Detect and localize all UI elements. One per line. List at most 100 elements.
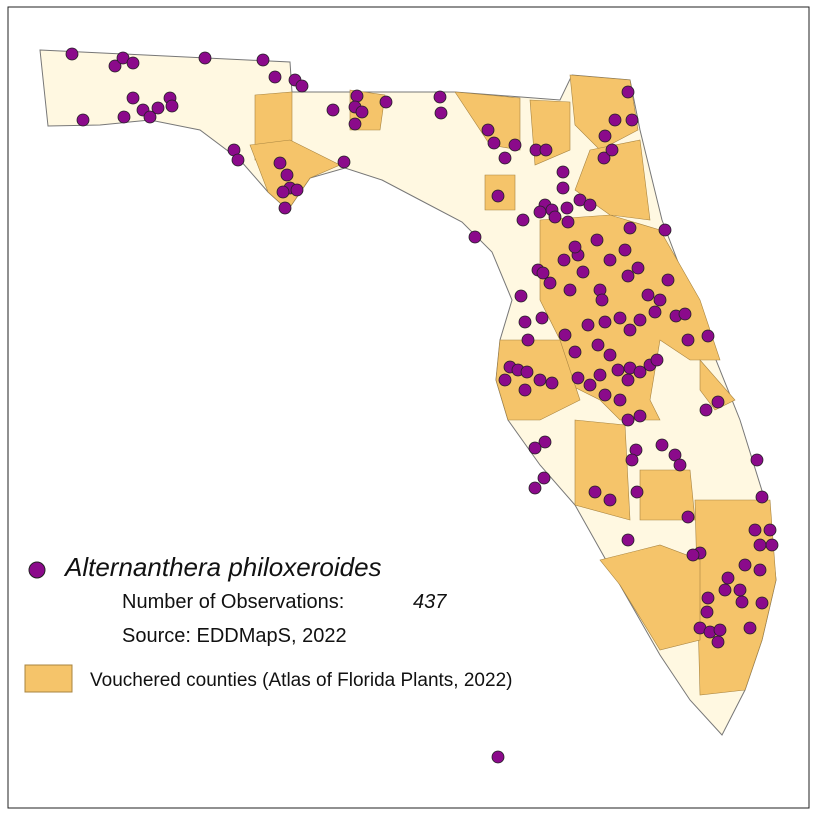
observation-point xyxy=(603,348,617,362)
observation-point xyxy=(568,345,582,359)
observation-point xyxy=(558,328,572,342)
observation-point xyxy=(581,318,595,332)
observation-point xyxy=(561,215,575,229)
legend-marker xyxy=(28,561,46,579)
observation-point xyxy=(653,293,667,307)
observation-point xyxy=(681,333,695,347)
observation-point xyxy=(521,333,535,347)
observation-point xyxy=(518,383,532,397)
observation-point xyxy=(280,168,294,182)
observation-point xyxy=(116,51,130,65)
observation-point xyxy=(573,193,587,207)
observation-point xyxy=(543,276,557,290)
vouchered-label: Vouchered counties (Atlas of Florida Pla… xyxy=(90,670,512,691)
observation-point xyxy=(536,266,550,280)
observation-point xyxy=(563,283,577,297)
observation-point xyxy=(755,596,769,610)
observation-point xyxy=(658,223,672,237)
observation-point xyxy=(735,595,749,609)
observation-point xyxy=(613,393,627,407)
observation-point xyxy=(560,201,574,215)
observation-point xyxy=(117,110,131,124)
observation-point xyxy=(621,373,635,387)
observation-point xyxy=(571,371,585,385)
observation-point xyxy=(753,563,767,577)
observation-point xyxy=(556,165,570,179)
observation-point xyxy=(434,106,448,120)
observation-point xyxy=(533,205,547,219)
source: Source: EDDMapS, 2022 xyxy=(122,625,347,647)
observation-point xyxy=(491,750,505,764)
observation-point xyxy=(557,253,571,267)
observation-point xyxy=(528,441,542,455)
observation-point xyxy=(468,230,482,244)
observation-point xyxy=(533,373,547,387)
observation-point xyxy=(686,548,700,562)
observation-point xyxy=(650,353,664,367)
observation-point xyxy=(350,89,364,103)
observation-point xyxy=(678,307,692,321)
observation-point xyxy=(595,293,609,307)
observation-point xyxy=(516,213,530,227)
observation-point xyxy=(625,453,639,467)
observation-point xyxy=(631,261,645,275)
observation-point xyxy=(198,51,212,65)
observation-point xyxy=(487,136,501,150)
observation-point xyxy=(621,413,635,427)
observation-point xyxy=(611,363,625,377)
observation-point xyxy=(598,315,612,329)
observation-point xyxy=(231,153,245,167)
observation-point xyxy=(681,510,695,524)
observation-point xyxy=(743,621,757,635)
observation-point xyxy=(355,105,369,119)
observation-point xyxy=(528,481,542,495)
observation-point xyxy=(491,189,505,203)
observation-point xyxy=(545,376,559,390)
observation-point xyxy=(576,265,590,279)
observation-point xyxy=(583,378,597,392)
observation-point xyxy=(721,571,735,585)
observation-point xyxy=(548,210,562,224)
observation-point xyxy=(753,538,767,552)
observation-point xyxy=(295,79,309,93)
observation-point xyxy=(738,558,752,572)
observation-point xyxy=(661,273,675,287)
observation-point xyxy=(711,635,725,649)
observation-point xyxy=(608,113,622,127)
species-name: Alternanthera philoxeroides xyxy=(63,552,382,582)
observation-point xyxy=(539,143,553,157)
observation-point xyxy=(593,368,607,382)
observations-count: 437 xyxy=(413,591,447,613)
observation-point xyxy=(514,289,528,303)
observation-point xyxy=(433,90,447,104)
observation-point xyxy=(641,288,655,302)
observation-point xyxy=(621,269,635,283)
observation-point xyxy=(538,435,552,449)
observation-point xyxy=(597,151,611,165)
observation-point xyxy=(256,53,270,67)
observation-point xyxy=(590,233,604,247)
observation-point xyxy=(337,155,351,169)
observation-point xyxy=(748,523,762,537)
observation-point xyxy=(603,493,617,507)
observation-point xyxy=(699,403,713,417)
observation-point xyxy=(165,99,179,113)
observation-point xyxy=(633,365,647,379)
observation-point xyxy=(518,315,532,329)
observation-point xyxy=(668,448,682,462)
observation-point xyxy=(618,243,632,257)
observation-point xyxy=(598,388,612,402)
observation-point xyxy=(623,323,637,337)
observation-point xyxy=(598,129,612,143)
observation-point xyxy=(498,151,512,165)
observation-point xyxy=(290,183,304,197)
observation-point xyxy=(625,113,639,127)
observation-point xyxy=(718,583,732,597)
observation-point xyxy=(765,538,779,552)
observations-label: Number of Observations: xyxy=(122,591,344,613)
observation-point xyxy=(126,91,140,105)
observation-point xyxy=(568,240,582,254)
observation-point xyxy=(126,56,140,70)
observation-point xyxy=(711,395,725,409)
